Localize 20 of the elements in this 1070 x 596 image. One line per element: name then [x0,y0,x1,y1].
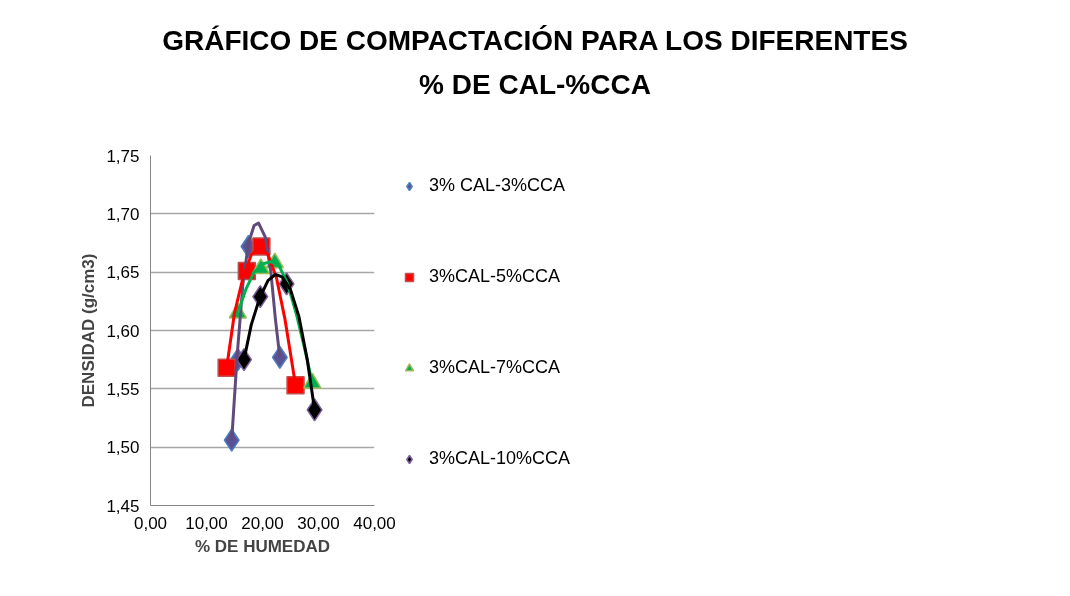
legend-label: 3%CAL-5%CCA [429,266,561,287]
y-tick-label: 1,70 [106,204,140,224]
text: GRÁFICO DE COMPACTACIÓN PARA LOS DIFERENTES % DE CAL-%CCA [162,24,908,102]
y-tick-label: 1,55 [106,379,140,399]
y-tick-label: 1,75 [106,146,140,166]
x-tick-label: 0,00 [133,513,168,533]
x-tick-label: 20,00 [241,513,284,533]
y-tick-label: 1,50 [106,438,140,458]
legend-label: 3%CAL-7%CCA [429,357,561,378]
x-axis-title: % DE HUMEDAD [194,536,331,556]
y-tick-label: 1,45 [106,496,140,516]
x-tick-label: 40,00 [353,513,396,533]
legend-label: 3%CAL-10%CCA [429,448,571,469]
legend-label: 3% CAL-3%CCA [429,175,566,196]
x-tick-label: 30,00 [297,513,340,533]
y-axis-title: DENSIDAD (g/cm3) [79,253,99,408]
x-tick-label: 10,00 [185,513,228,533]
point [286,376,305,395]
y-tick-label: 1,60 [106,321,140,341]
y-tick-label: 1,65 [106,263,140,283]
